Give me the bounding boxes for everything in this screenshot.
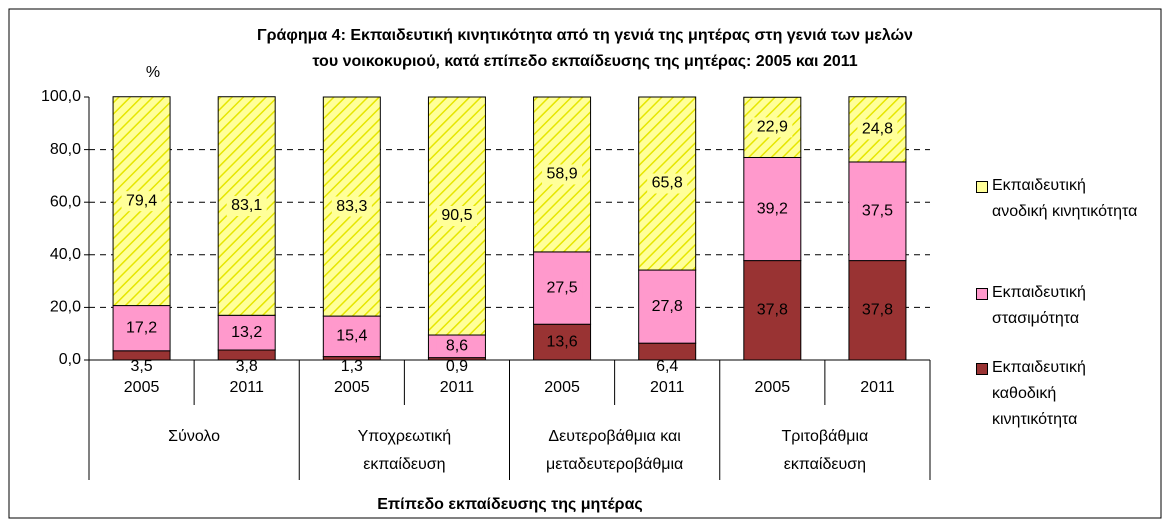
chart-title: Γράφημα 4: Εκπαιδευτική κινητικότητα από… [257,27,913,44]
y-axis-label: % [146,64,160,81]
x-tick-label: 2011 [650,379,685,396]
bar-segment [743,260,802,361]
y-tick-label: 20,0 [50,299,81,316]
label-bg [857,119,898,140]
y-tick-label: 40,0 [50,246,81,263]
label-bg [226,196,267,217]
data-label: 58,9 [546,166,577,183]
label-bg [752,117,793,138]
y-tick-label: 100,0 [41,88,81,105]
data-label: 37,8 [757,302,788,319]
legend-swatch [976,363,988,375]
data-label: 83,1 [231,197,262,214]
data-label: 3,5 [130,358,152,375]
label-bg [436,336,477,357]
label-bg [857,201,898,222]
x-tick-label: 2005 [334,379,370,396]
legend-label: Εκπαιδευτική στασιμότητα [992,284,1086,327]
data-label: 83,3 [336,198,367,215]
data-label: 27,8 [652,298,683,315]
group-label: Υποχρεωτική [358,428,452,445]
y-tick-label: 60,0 [50,193,81,210]
data-label: 1,3 [341,358,363,375]
data-label: 39,2 [757,200,788,217]
data-label: 13,2 [231,324,262,341]
legend-label: Εκπαιδευτική καθοδική κινητικότητα [992,359,1086,428]
x-tick-label: 2005 [124,379,160,396]
x-tick-label: 2011 [440,379,475,396]
bar-segment [533,323,592,361]
data-label: 27,5 [546,279,577,296]
legend-swatch [976,181,988,193]
label-bg [542,164,583,185]
data-label: 22,9 [757,119,788,136]
x-tick-label: 2011 [860,379,895,396]
label-bg [331,196,372,217]
group-label: Σύνολο [168,428,220,445]
group-label: Δευτεροβάθμια και [548,428,681,445]
label-bg [436,206,477,227]
legend-swatch [976,288,988,300]
data-label: 37,8 [862,302,893,319]
x-tick-label: 2005 [544,379,580,396]
data-label: 3,8 [236,358,258,375]
label-bg [752,199,793,220]
label-bg [121,318,162,339]
data-label: 90,5 [441,207,472,224]
x-tick-label: 2011 [229,379,264,396]
group-label: εκπαίδευση [784,456,866,473]
label-bg [121,191,162,212]
chart-title: του νοικοκυριού, κατά επίπεδο εκπαίδευση… [312,53,857,70]
label-bg [226,322,267,343]
label-bg [331,326,372,347]
data-label: 6,4 [656,358,678,375]
legend-label: Εκπαιδευτική ανοδική κινητικότητα [992,177,1138,220]
y-tick-label: 80,0 [50,141,81,158]
data-label: 37,5 [862,202,893,219]
x-tick-label: 2005 [755,379,791,396]
group-label: εκπαίδευση [363,456,445,473]
data-label: 17,2 [126,319,157,336]
x-axis-label: Επίπεδο εκπαίδευσης της μητέρας [377,496,642,513]
data-label: 65,8 [652,175,683,192]
group-label: Τριτοβάθμια [781,428,868,445]
bar-segment [848,260,907,361]
data-label: 8,6 [446,338,468,355]
data-label: 79,4 [126,192,157,209]
y-tick-label: 0,0 [59,351,81,368]
data-label: 24,8 [862,121,893,138]
label-bg [647,173,688,194]
group-label: μεταδευτεροβάθμια [546,456,683,473]
label-bg [542,278,583,299]
label-bg [647,296,688,317]
data-label: 15,4 [336,328,367,345]
data-label: 0,9 [446,358,468,375]
data-label: 13,6 [546,333,577,350]
